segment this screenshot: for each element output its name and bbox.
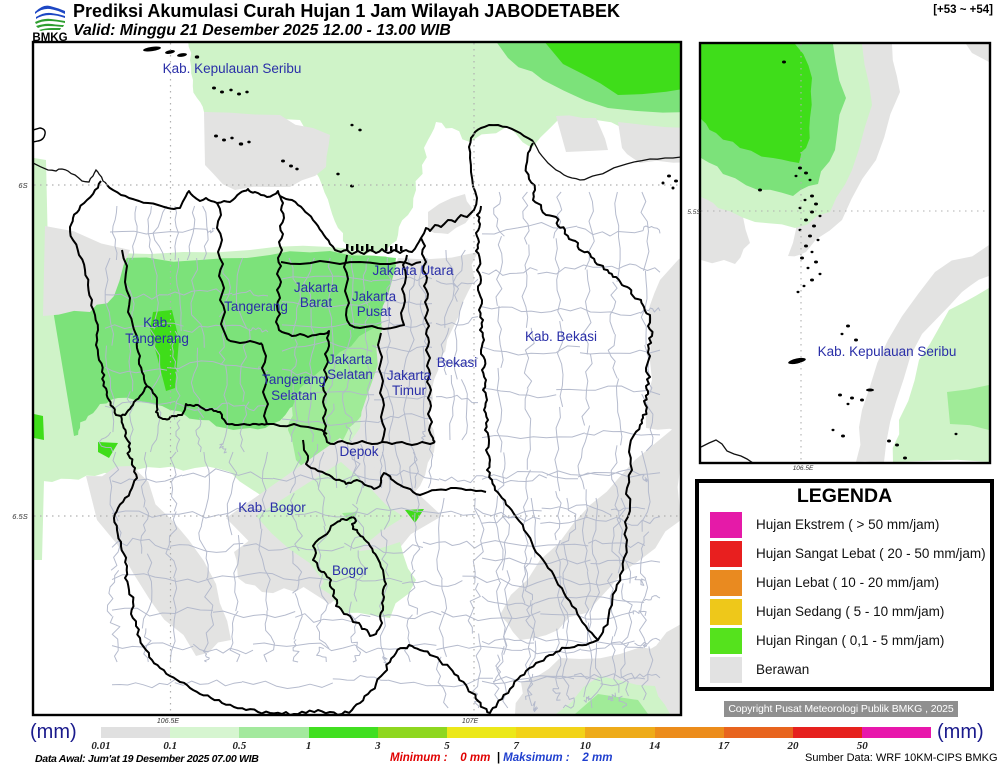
svg-text:Tangerang: Tangerang xyxy=(262,372,326,387)
svg-text:106.5E: 106.5E xyxy=(793,465,814,472)
svg-text:Kab. Bekasi: Kab. Bekasi xyxy=(525,329,597,344)
svg-text:107E: 107E xyxy=(462,718,479,725)
svg-text:Tangerang: Tangerang xyxy=(224,299,288,314)
svg-text:Jakarta: Jakarta xyxy=(294,280,339,295)
svg-text:Barat: Barat xyxy=(300,295,333,310)
svg-text:Jakarta Utara: Jakarta Utara xyxy=(372,263,454,278)
svg-text:6S: 6S xyxy=(18,181,27,190)
svg-text:106.5E: 106.5E xyxy=(157,718,180,725)
svg-text:BMKG: BMKG xyxy=(32,32,67,42)
svg-text:Depok: Depok xyxy=(339,444,378,459)
svg-text:Timur: Timur xyxy=(392,383,426,398)
svg-text:Jakarta: Jakarta xyxy=(387,368,432,383)
svg-text:6.5S: 6.5S xyxy=(12,512,27,521)
svg-text:Jakarta: Jakarta xyxy=(352,289,397,304)
svg-text:Tangerang: Tangerang xyxy=(125,331,189,346)
svg-text:Kab.: Kab. xyxy=(143,315,171,330)
svg-text:Kab. Kepulauan Seribu: Kab. Kepulauan Seribu xyxy=(163,61,302,76)
svg-text:Kab. Kepulauan Seribu: Kab. Kepulauan Seribu xyxy=(818,344,957,359)
svg-text:Selatan: Selatan xyxy=(271,388,317,403)
svg-text:Selatan: Selatan xyxy=(327,367,373,382)
svg-text:5.5S: 5.5S xyxy=(687,209,701,216)
svg-text:Kab. Bogor: Kab. Bogor xyxy=(238,500,306,515)
svg-text:Bekasi: Bekasi xyxy=(437,355,478,370)
svg-text:Pusat: Pusat xyxy=(357,304,392,319)
svg-text:Jakarta: Jakarta xyxy=(328,352,373,367)
svg-text:Bogor: Bogor xyxy=(332,563,369,578)
